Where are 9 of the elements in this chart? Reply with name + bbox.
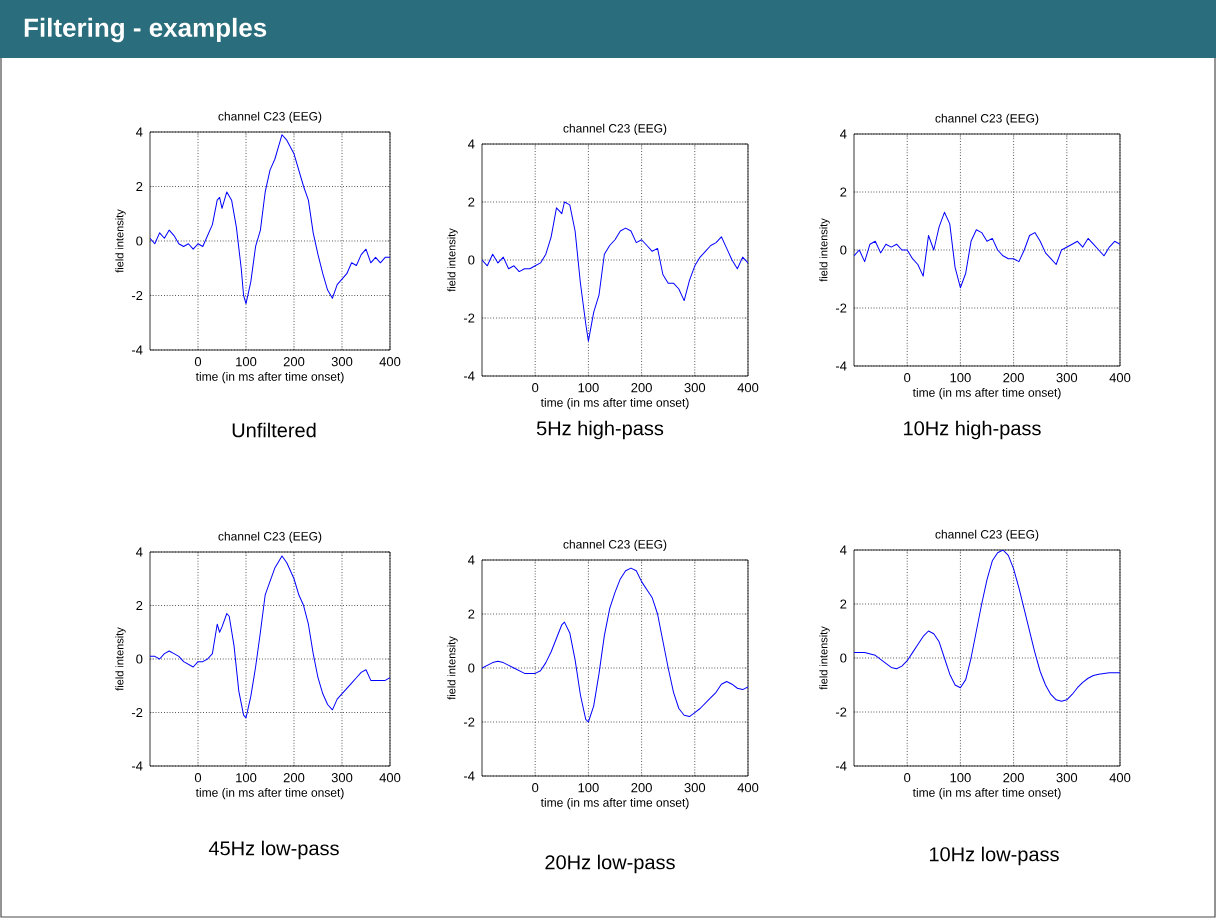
line-series — [854, 550, 1120, 702]
text: Unfiltered — [232, 422, 316, 438]
text: Filtering - examples — [24, 17, 267, 43]
text: 20Hz low-pass — [545, 854, 675, 874]
text: 45Hz low-pass — [208, 840, 339, 860]
line-series — [482, 201, 748, 342]
text: 10Hz low-pass — [929, 846, 1059, 866]
text: 5Hz high-pass — [536, 420, 664, 440]
text: 10Hz high-pass — [904, 420, 1041, 440]
